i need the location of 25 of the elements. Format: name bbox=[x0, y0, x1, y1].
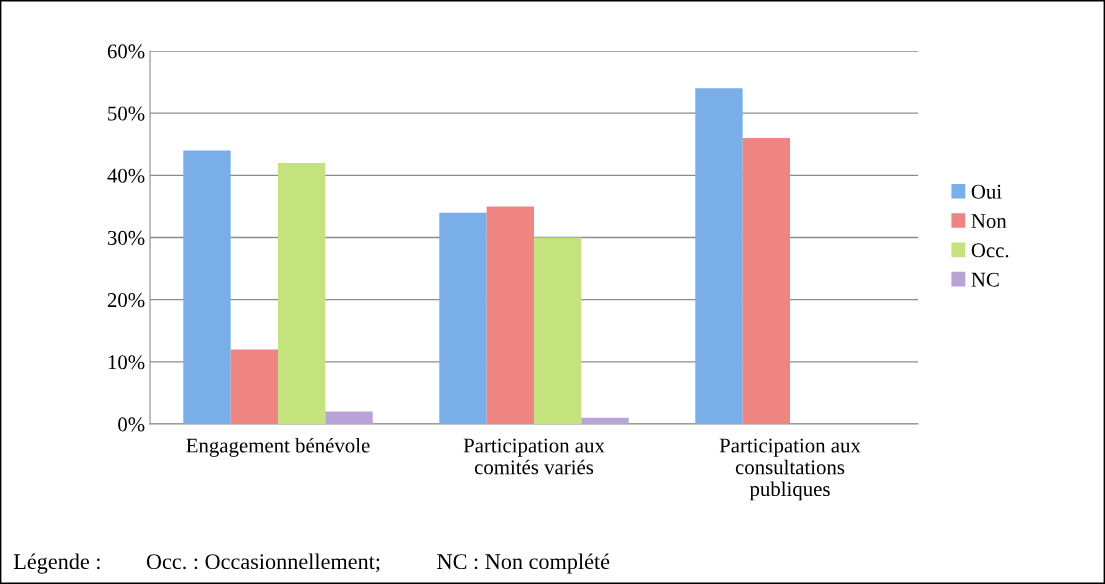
x-tick-label: Participation aux consultations publiques bbox=[719, 438, 861, 501]
y-tick-label: 10% bbox=[108, 355, 145, 370]
legend-label: Non bbox=[971, 214, 1007, 229]
bar bbox=[742, 138, 790, 424]
bar bbox=[439, 212, 487, 424]
y-tick-label: 0% bbox=[118, 417, 145, 432]
y-tick-label: 40% bbox=[107, 168, 145, 183]
bar bbox=[325, 411, 373, 424]
text: Légende : Occ. : Occasionnellement; NC : Non complété bbox=[13, 553, 610, 574]
bar bbox=[534, 237, 582, 424]
bar bbox=[486, 206, 534, 424]
legend-label: Occ. bbox=[971, 243, 1009, 258]
legend-label: NC bbox=[971, 272, 999, 287]
bar bbox=[581, 417, 629, 424]
y-tick-label: 30% bbox=[107, 230, 145, 245]
bar bbox=[695, 88, 743, 424]
x-tick-label: Participation aux comités variés bbox=[463, 438, 605, 475]
legend-label: Oui bbox=[971, 184, 1002, 199]
bar bbox=[230, 349, 278, 424]
bar bbox=[183, 150, 231, 424]
y-tick-label: 60% bbox=[107, 44, 145, 59]
y-tick-label: 50% bbox=[108, 106, 145, 121]
y-tick-label: 20% bbox=[107, 293, 145, 308]
x-tick-label: Engagement bénévole bbox=[186, 437, 370, 457]
bar bbox=[278, 162, 326, 424]
